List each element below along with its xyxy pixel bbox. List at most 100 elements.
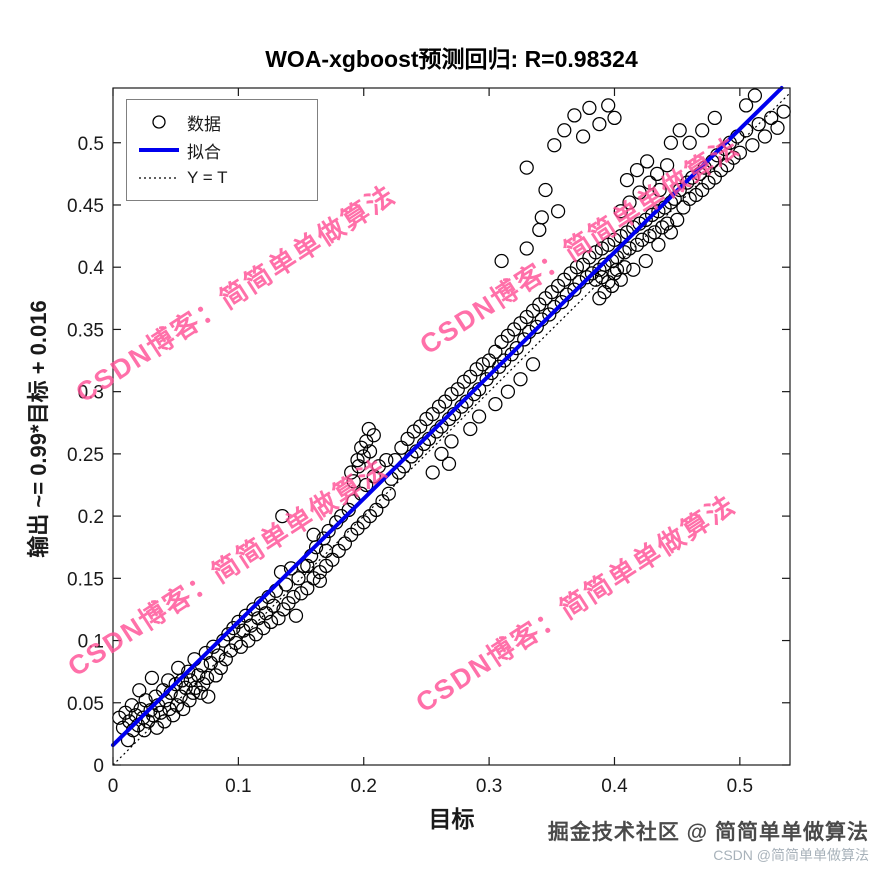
- data-point: [592, 262, 607, 277]
- data-point: [622, 241, 637, 256]
- legend[interactable]: 数据 拟合 Y = T: [126, 99, 318, 201]
- data-point: [695, 123, 710, 138]
- data-point: [638, 253, 653, 269]
- data-point: [266, 598, 281, 613]
- legend-item-yt: Y = T: [137, 164, 307, 192]
- data-point: [312, 573, 328, 588]
- data-point: [517, 332, 532, 347]
- data-point: [471, 409, 487, 424]
- data-point: [575, 129, 591, 144]
- y-tick-label: 0.05: [67, 694, 104, 715]
- data-point: [663, 225, 679, 240]
- legend-item-fit: 拟合: [137, 136, 307, 164]
- data-point: [707, 110, 722, 126]
- data-point: [654, 220, 670, 235]
- data-point: [569, 260, 585, 275]
- data-point: [776, 104, 791, 119]
- data-point: [554, 294, 569, 310]
- data-point: [203, 655, 218, 671]
- legend-item-data: 数据: [137, 108, 307, 136]
- data-point: [582, 100, 597, 116]
- identity-line-icon: [137, 169, 181, 187]
- data-point: [346, 474, 361, 489]
- data-point: [300, 558, 315, 574]
- data-point: [663, 135, 679, 150]
- data-point: [288, 608, 304, 623]
- fit-line-icon: [137, 141, 181, 159]
- data-point: [201, 689, 216, 704]
- data-point: [557, 123, 572, 138]
- data-point: [732, 145, 748, 160]
- data-point: [579, 270, 595, 285]
- data-point: [341, 502, 356, 518]
- data-point: [680, 175, 695, 190]
- data-point: [500, 384, 516, 399]
- data-point: [144, 670, 160, 686]
- y-tick-label: 0.5: [78, 134, 104, 155]
- data-point: [550, 204, 566, 219]
- data-point: [745, 138, 760, 153]
- y-tick-label: 0.25: [67, 445, 104, 466]
- data-point: [639, 154, 655, 169]
- data-point: [509, 340, 524, 356]
- data-point: [626, 262, 641, 277]
- y-tick-label: 0: [93, 756, 104, 777]
- data-point: [538, 182, 553, 198]
- data-point: [670, 212, 685, 228]
- data-point: [361, 421, 376, 437]
- data-point: [534, 210, 549, 225]
- data-point: [757, 129, 773, 144]
- y-tick-label: 0.4: [78, 258, 105, 279]
- data-point: [193, 685, 208, 700]
- data-point: [316, 531, 331, 546]
- data-point: [181, 664, 196, 679]
- legend-label-fit: 拟合: [187, 142, 221, 162]
- data-point: [659, 158, 675, 173]
- data-point: [124, 698, 139, 713]
- data-point: [629, 162, 645, 178]
- data-point: [607, 110, 622, 126]
- chart-title: WOA-xgboost预测回归: R=0.98324: [265, 46, 638, 72]
- data-point: [532, 222, 547, 238]
- data-point: [601, 98, 616, 113]
- data-point: [263, 614, 279, 630]
- data-point: [634, 232, 650, 247]
- legend-label-data: 数据: [187, 114, 221, 134]
- data-point: [300, 581, 315, 596]
- identity-line: [112, 92, 791, 766]
- fit-line: [111, 86, 784, 748]
- data-point: [617, 245, 632, 260]
- data-point: [613, 204, 628, 219]
- data-point: [629, 237, 645, 252]
- data-point: [672, 123, 687, 138]
- data-point: [764, 110, 779, 126]
- data-point: [308, 540, 324, 555]
- data-point: [434, 446, 449, 462]
- axes-box: [112, 87, 791, 766]
- data-point: [751, 116, 766, 132]
- x-tick-label: 0.4: [601, 776, 628, 797]
- footer-juejin-credit: 掘金技术社区 @ 简简单单做算法: [547, 821, 869, 844]
- data-point: [425, 465, 440, 480]
- data-point: [547, 138, 562, 153]
- data-point: [609, 262, 625, 277]
- data-point: [271, 611, 286, 626]
- data-point: [213, 660, 228, 676]
- data-point: [592, 291, 607, 306]
- data-point: [488, 396, 503, 412]
- data-point: [223, 643, 238, 658]
- data-point: [632, 185, 647, 200]
- data-point: [513, 372, 528, 387]
- x-tick-label: 0.2: [351, 776, 377, 797]
- data-point: [351, 459, 366, 474]
- data-point: [191, 668, 206, 683]
- data-point: [619, 172, 635, 188]
- data-point: [208, 668, 223, 683]
- legend-label-yt: Y = T: [187, 168, 228, 187]
- data-point: [652, 182, 667, 198]
- y-tick-label: 0.1: [78, 632, 104, 653]
- data-point: [494, 253, 509, 269]
- data-point: [291, 571, 306, 586]
- data-point: [286, 589, 301, 605]
